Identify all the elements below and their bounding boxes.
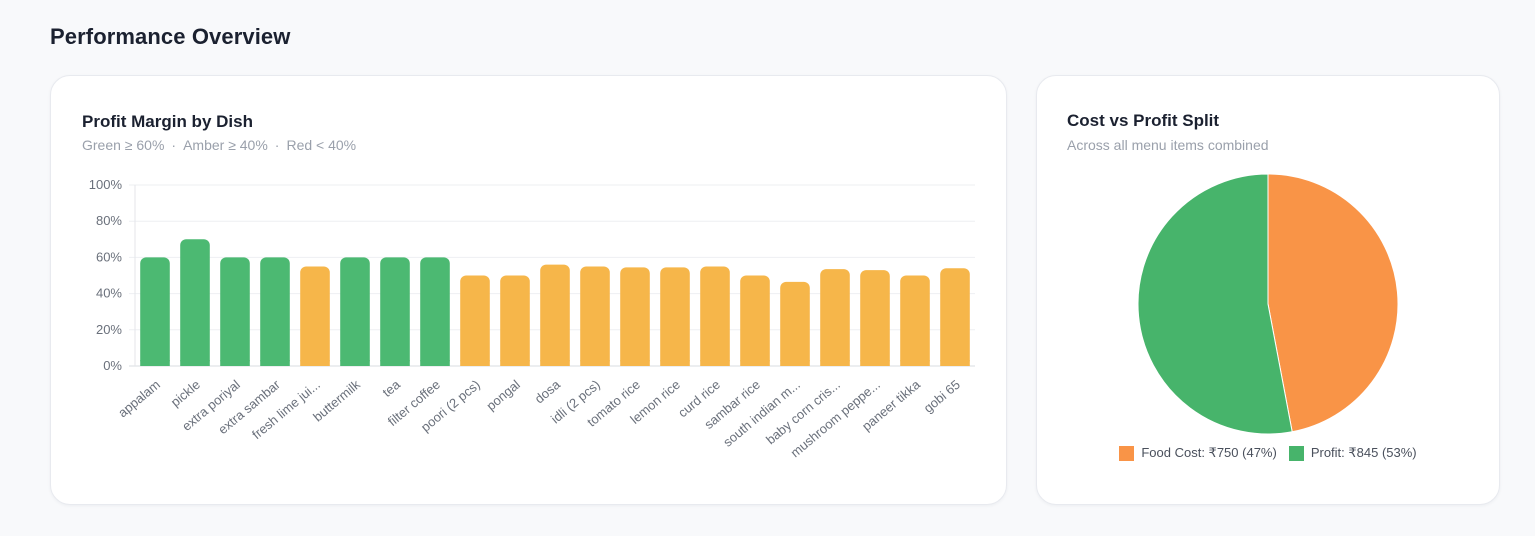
bar-buttermilk[interactable] [340, 257, 370, 366]
bar-extra-sambar[interactable] [260, 257, 290, 366]
legend-green-text: Green ≥ 60% [82, 137, 165, 153]
bar-gobi-65[interactable] [940, 268, 970, 366]
bar-sambar-rice[interactable] [740, 275, 770, 367]
bar-baby-corn-cris[interactable] [820, 269, 850, 366]
legend-red-text: Red < 40% [286, 137, 357, 153]
bar-base [260, 360, 290, 366]
bar-base [740, 360, 770, 366]
bar-paneer-tikka[interactable] [900, 275, 930, 367]
legend-item-profit[interactable]: Profit: ₹845 (53%) [1288, 445, 1417, 461]
y-tick-label: 100% [89, 177, 123, 192]
bar-base [900, 360, 930, 366]
profit-margin-card: Profit Margin by Dish Green ≥ 60% · Amber … [50, 75, 1007, 505]
bar-curd-rice[interactable] [700, 266, 730, 366]
x-tick-label: pongal [483, 377, 523, 414]
bar-base [700, 360, 730, 366]
bar-base [820, 360, 850, 366]
pie-legend: Food Cost: ₹750 (47%) Profit: ₹845 (53%) [1037, 445, 1499, 461]
legend-amber-text: Amber ≥ 40% [183, 137, 268, 153]
y-tick-label: 80% [96, 213, 122, 228]
x-tick-label: appalam [115, 377, 163, 421]
bar-base [580, 360, 610, 366]
cost-profit-card: Cost vs Profit Split Across all menu ite… [1036, 75, 1500, 505]
pie-slice-profit[interactable] [1137, 173, 1293, 435]
cost-profit-title: Cost vs Profit Split [1067, 111, 1220, 130]
bar-base [140, 360, 170, 366]
legend-swatch [1288, 445, 1304, 461]
profit-margin-legend-text: Green ≥ 60% · Amber ≥ 40% · Red < 40% [82, 137, 356, 153]
bar-base [380, 360, 410, 366]
bar-appalam[interactable] [140, 257, 170, 366]
bar-extra-poriyal[interactable] [220, 257, 250, 366]
y-tick-label: 60% [96, 249, 122, 264]
x-tick-label: gobi 65 [921, 377, 963, 416]
y-tick-label: 0% [103, 358, 122, 373]
cost-profit-subtitle: Across all menu items combined [1067, 137, 1269, 153]
x-tick-label: dosa [532, 376, 564, 406]
separator: · [274, 137, 280, 153]
bar-idli-2-pcs[interactable] [580, 266, 610, 366]
bar-mushroom-peppe[interactable] [860, 270, 890, 366]
y-tick-label: 20% [96, 322, 122, 337]
legend-item-food-cost[interactable]: Food Cost: ₹750 (47%) [1119, 445, 1277, 461]
bar-base [620, 360, 650, 366]
profit-margin-title: Profit Margin by Dish [82, 112, 253, 131]
legend-label: Profit: ₹845 (53%) [1310, 445, 1417, 460]
bar-base [220, 360, 250, 366]
separator: · [171, 137, 177, 153]
bar-tomato-rice[interactable] [620, 267, 650, 366]
bar-pongal[interactable] [500, 275, 530, 367]
legend-label: Food Cost: ₹750 (47%) [1141, 445, 1277, 460]
bar-base [660, 360, 690, 366]
legend-swatch [1119, 445, 1135, 461]
pie-slice-food-cost[interactable] [1267, 173, 1399, 433]
y-tick-label: 40% [96, 286, 122, 301]
cost-profit-pie-chart [1137, 173, 1399, 435]
bar-tea[interactable] [380, 257, 410, 366]
bar-dosa[interactable] [540, 264, 570, 366]
bar-lemon-rice[interactable] [660, 267, 690, 366]
bar-base [780, 360, 810, 366]
x-tick-label: tea [379, 376, 403, 400]
bar-south-indian-m[interactable] [780, 281, 810, 366]
bar-poori-2-pcs[interactable] [460, 275, 490, 367]
bar-pickle[interactable] [180, 239, 210, 366]
bar-base [860, 360, 890, 366]
bar-base [180, 360, 210, 366]
bar-base [300, 360, 330, 366]
page-title: Performance Overview [50, 24, 291, 49]
bar-base [420, 360, 450, 366]
bar-base [940, 360, 970, 366]
bar-base [340, 360, 370, 366]
x-tick-label: pickle [168, 377, 203, 410]
bar-filter-coffee[interactable] [420, 257, 450, 366]
bar-base [500, 360, 530, 366]
bar-base [460, 360, 490, 366]
bar-base [540, 360, 570, 366]
bar-fresh-lime-jui[interactable] [300, 266, 330, 366]
